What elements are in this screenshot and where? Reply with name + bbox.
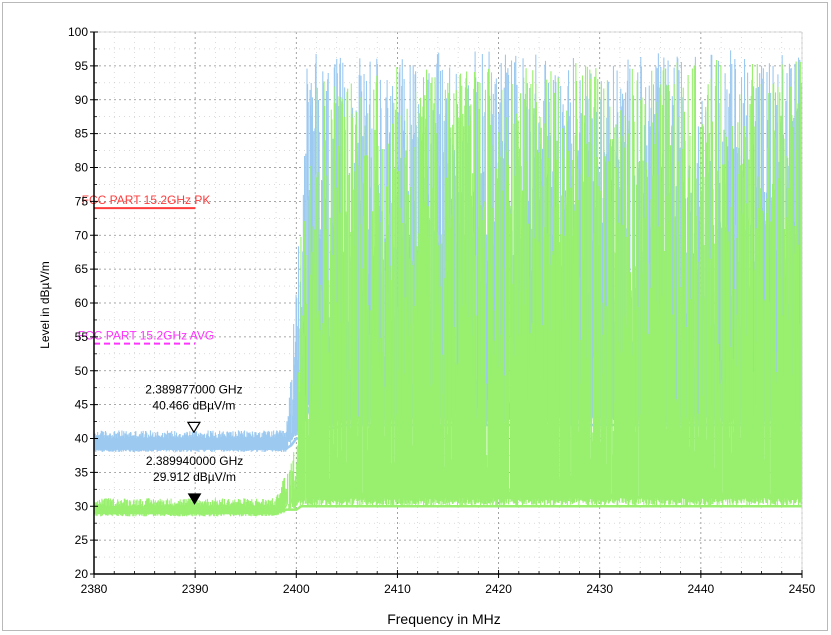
y-tick-label: 65: [75, 262, 89, 276]
y-tick-label: 30: [75, 499, 89, 513]
y-tick-label: 75: [75, 194, 89, 208]
marker-level-label: 40.466 dBµV/m: [152, 398, 235, 412]
y-axis-label: Level in dBµV/m: [38, 261, 52, 349]
marker-frequency-label: 2.389877000 GHz: [145, 382, 242, 396]
trace-average-floor: [94, 505, 802, 515]
traces: [93, 50, 803, 517]
x-tick-label: 2430: [586, 582, 613, 596]
limit-line: FCC PART 15.2GHz AVG: [78, 329, 215, 345]
marker: 2.389877000 GHz 40.466 dBµV/m: [145, 382, 243, 434]
axes: 20 25 30 35 40 45 50 55 60 65 70 75 80 85 90 95 100 2380 2…: [68, 25, 816, 596]
x-tick-label: 2390: [182, 582, 209, 596]
series-average: [93, 59, 803, 517]
limit-lines: FCC PART 15.2GHz PK FCC PART 15.2GHz AVG: [78, 193, 215, 345]
y-tick-label: 90: [75, 93, 89, 107]
y-tick-label: 100: [68, 25, 88, 39]
y-tick-label: 20: [75, 567, 89, 581]
markers: 2.389877000 GHz 40.466 dBµV/m 2.389940000 …: [145, 382, 243, 505]
x-axis-label: Frequency in MHz: [387, 611, 501, 627]
x-tick-label: 2420: [485, 582, 512, 596]
marker-open-triangle: [186, 421, 201, 434]
y-tick-label: 85: [75, 127, 89, 141]
y-tick-label: 25: [75, 533, 89, 547]
y-tick-label: 70: [75, 228, 89, 242]
y-tick-label: 95: [75, 59, 89, 73]
y-tick-label: 35: [75, 465, 89, 479]
y-tick-label: 50: [75, 364, 89, 378]
y-tick-label: 45: [75, 398, 89, 412]
x-tick-label: 2400: [283, 582, 310, 596]
limit-line-label: FCC PART 15.2GHz PK: [82, 193, 211, 207]
limit-line: FCC PART 15.2GHz PK: [82, 193, 211, 210]
y-tick-label: 55: [75, 330, 89, 344]
marker-frequency-label: 2.389940000 GHz: [146, 454, 243, 468]
y-tick-label: 40: [75, 432, 89, 446]
x-tick-label: 2410: [384, 582, 411, 596]
x-tick-label: 2440: [688, 582, 715, 596]
marker-filled-triangle: [187, 493, 202, 505]
x-tick-label: 2380: [81, 582, 108, 596]
limit-line-label: FCC PART 15.2GHz AVG: [78, 329, 215, 343]
marker: 2.389940000 GHz 29.912 dBµV/m: [146, 454, 243, 505]
y-tick-label: 60: [75, 296, 89, 310]
x-tick-label: 2450: [789, 582, 816, 596]
y-tick-label: 80: [75, 161, 89, 175]
marker-level-label: 29.912 dBµV/m: [153, 470, 236, 484]
